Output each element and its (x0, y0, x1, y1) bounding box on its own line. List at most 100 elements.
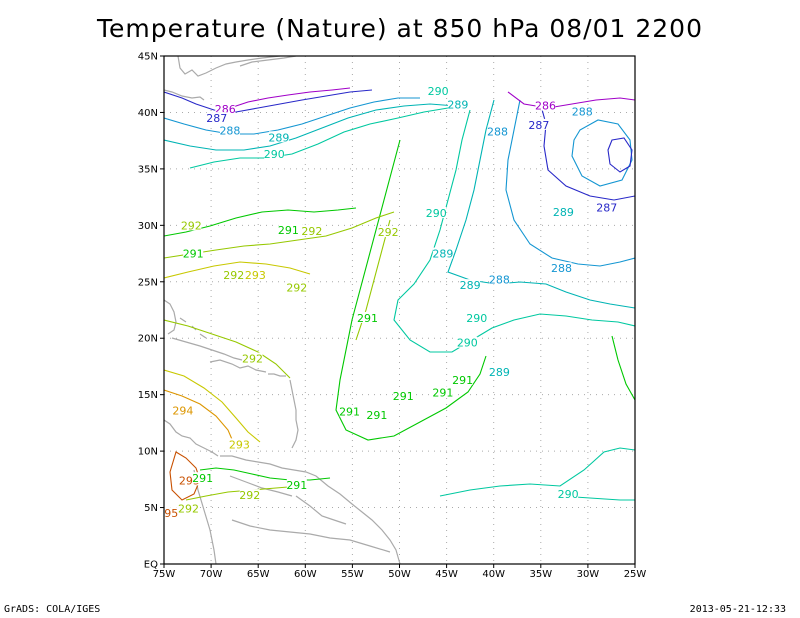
contour-label-bg (286, 281, 307, 293)
contour-label: 292 (181, 219, 202, 232)
contour-290-central (393, 109, 635, 353)
contour-label-bg (428, 84, 449, 96)
contour-label: 287 (528, 119, 549, 132)
contour-label-bg (432, 386, 453, 398)
contour-label-bg (489, 366, 510, 378)
contour-293-west (164, 261, 311, 279)
contour-label: 290 (428, 85, 449, 98)
contour-label-bg (179, 474, 200, 486)
contour-label: 290 (457, 337, 478, 350)
contour-label-bg (181, 219, 202, 231)
coastlines (164, 56, 401, 564)
footer-right: 2013-05-21-12:33 (689, 604, 786, 615)
contour-label-bg (339, 405, 360, 417)
new-england-coast (164, 89, 205, 101)
grid-lines (164, 56, 635, 564)
central-america-coast (164, 419, 219, 457)
contour-label: 291 (432, 386, 453, 399)
lat-tick-label: 45N (138, 52, 158, 63)
contour-label: 289 (268, 131, 289, 144)
puerto-rico-coast (268, 373, 286, 377)
contour-label-bg (366, 408, 387, 420)
contour-label-bg (264, 148, 285, 160)
contour-label-bg (164, 507, 178, 519)
contour-label-bg (192, 472, 213, 484)
hispaniola-coast (209, 359, 267, 373)
contour-295-caribbean (169, 451, 201, 501)
orinoco-river (229, 475, 293, 497)
contour-label: 291 (339, 406, 360, 419)
contour-label: 294 (172, 404, 193, 417)
lesser-antilles-coast (289, 379, 299, 449)
contour-label: 295 (157, 507, 178, 520)
contour-289-west (164, 103, 457, 151)
contour-288-east (505, 99, 635, 267)
contour-label: 290 (466, 312, 487, 325)
lat-tick-label: 15N (138, 390, 158, 401)
contour-label-bg (378, 226, 399, 238)
contour-291-east (611, 335, 635, 401)
contour-label-bg (558, 488, 579, 500)
contour-label-bg (487, 125, 508, 137)
contour-label: 292 (301, 225, 322, 238)
lon-tick-label: 35W (529, 569, 552, 580)
contour-label: 290 (426, 207, 447, 220)
contour-label-bg (528, 118, 549, 130)
contour-label: 292 (286, 281, 307, 294)
contour-label-bg (489, 273, 510, 285)
lat-tick-label: 30N (138, 221, 158, 232)
contour-label: 288 (489, 274, 510, 287)
contour-label-bg (596, 201, 617, 213)
lat-tick-label: 20N (138, 334, 158, 345)
lon-tick-label: 55W (341, 569, 364, 580)
contour-label: 292 (223, 269, 244, 282)
contour-label-bg (172, 404, 193, 416)
contour-label-bg (452, 373, 473, 385)
contour-label-bg (393, 389, 414, 401)
contour-label-bg (457, 336, 478, 348)
lon-tick-label: 60W (294, 569, 317, 580)
contour-label: 290 (558, 488, 579, 501)
contour-293-caribbean (164, 369, 261, 443)
contour-label-bg (242, 352, 263, 364)
contour-290-south (439, 447, 635, 497)
contour-287-eddy (607, 137, 633, 173)
contour-label-bg (357, 311, 378, 323)
contour-label-bg (268, 131, 289, 143)
lat-tick-label: 25N (138, 277, 158, 288)
contour-label-bg (301, 224, 322, 236)
tick-marks (160, 55, 636, 568)
longitude-labels: 75W 70W 65W 60W 55W 50W 45W 40W 35W 30W 25W (153, 569, 647, 580)
contour-label-bg (572, 105, 593, 117)
lon-tick-label: 50W (388, 569, 411, 580)
south-america-north-coast (220, 455, 401, 564)
lat-tick-label: 35N (138, 164, 158, 175)
contour-label-bg (219, 124, 240, 136)
contour-label-bg (206, 112, 227, 124)
contour-label-bg (447, 98, 468, 110)
contour-label-bg (466, 311, 487, 323)
contour-label-bg (535, 99, 556, 111)
contour-label: 292 (242, 353, 263, 366)
amazon-river (231, 519, 391, 553)
contour-label: 293 (229, 438, 250, 451)
lat-tick-label: 40N (138, 108, 158, 119)
contour-label: 287 (596, 201, 617, 214)
lat-tick-label: 10N (138, 447, 158, 458)
contour-label: 287 (206, 112, 227, 125)
lon-tick-label: 45W (435, 569, 458, 580)
contour-label-bg (239, 489, 260, 501)
contour-label: 292 (239, 489, 260, 502)
contour-label: 291 (393, 390, 414, 403)
contour-label: 288 (572, 105, 593, 118)
lon-tick-label: 30W (577, 569, 600, 580)
contour-294-caribbean (164, 389, 235, 445)
lon-tick-label: 65W (247, 569, 270, 580)
contour-287-west (164, 89, 373, 113)
contour-286-east (507, 91, 635, 109)
lon-tick-label: 75W (153, 569, 176, 580)
contour-286-west (229, 87, 351, 109)
contour-288-west (164, 97, 420, 135)
contour-label: 288 (487, 126, 508, 139)
